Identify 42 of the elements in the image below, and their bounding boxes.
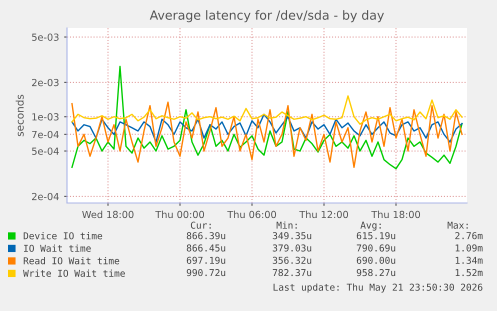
y-tick-label: 7e-04 — [32, 130, 59, 138]
x-tick-label: Wed 18:00 — [82, 210, 134, 218]
text: 866.45u — [186, 244, 226, 252]
line-series — [71, 95, 463, 125]
legend-label: IO Wait time — [24, 244, 91, 252]
text: Last update: Thu May 21 23:50:30 2026 — [274, 283, 482, 293]
chart-title: Average latency for /dev/sda - by day — [150, 10, 384, 22]
text: 1.09m — [456, 244, 483, 252]
x-tick-label: Thu 18:00 — [371, 210, 420, 218]
y-tick-label: 1e-03 — [32, 113, 59, 121]
line-series — [71, 114, 463, 143]
text: 615.19u — [356, 232, 396, 240]
text: 2.76m — [455, 232, 483, 240]
y-tick-label: 5e-03 — [32, 34, 59, 41]
text: 356.32u — [272, 256, 312, 264]
line-series — [71, 102, 463, 168]
y-tick-label: 2e-04 — [32, 192, 59, 200]
line-series — [71, 66, 463, 170]
text: 790.69u — [356, 244, 396, 252]
text: 866.39u — [186, 232, 226, 240]
text: 697.19u — [186, 256, 226, 264]
text: 958.27u — [356, 269, 396, 276]
text: 990.72u — [186, 269, 226, 276]
text: 1.52m — [456, 269, 483, 276]
x-tick-label: Thu 12:00 — [299, 210, 348, 218]
x-tick-label: Thu 06:00 — [227, 210, 276, 218]
y-tick-label: 2e-03 — [32, 78, 59, 86]
legend-label: Read IO Wait time — [24, 257, 120, 264]
text: 782.37u — [272, 269, 312, 276]
y-tick-label: 5e-04 — [32, 148, 59, 155]
legend-label: Write IO Wait time — [23, 270, 125, 277]
text: 1.34m — [456, 256, 483, 264]
text: Min: — [276, 221, 297, 229]
text: Cur: — [190, 222, 211, 229]
text: 349.35u — [272, 232, 312, 240]
text: 379.03u — [272, 244, 312, 252]
text: 690.00u — [356, 256, 396, 264]
y-axis-title: seconds — [16, 94, 24, 136]
text: Avg: — [360, 222, 381, 231]
legend-label: Device IO time — [24, 232, 102, 240]
text: Max: — [448, 222, 468, 229]
x-tick-label: Thu 00:00 — [155, 210, 204, 218]
